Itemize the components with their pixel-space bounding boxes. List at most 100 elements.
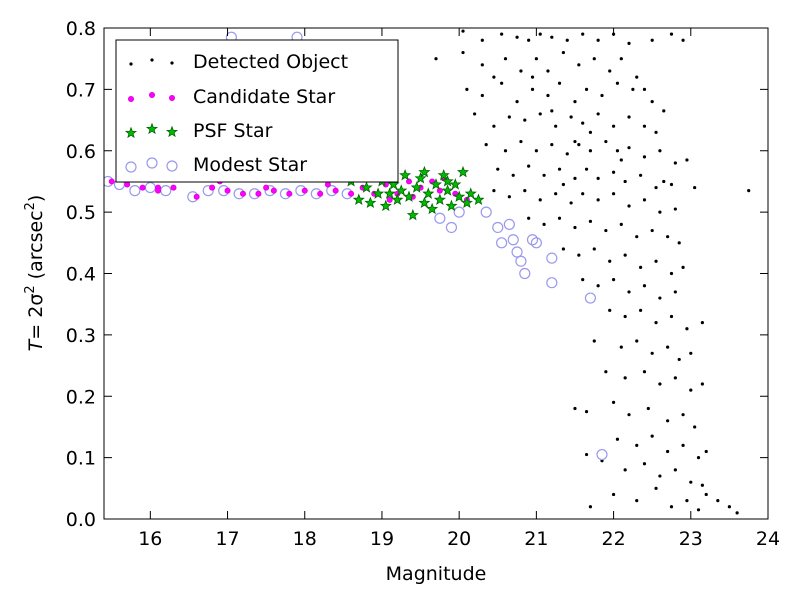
detected-object-point (658, 474, 662, 478)
candidate-star-point (332, 187, 339, 194)
detected-object-point (492, 124, 496, 128)
detected-object-point (639, 173, 643, 177)
modest-star-point (492, 221, 504, 234)
detected-object-point (627, 115, 631, 119)
detected-object-point (611, 400, 616, 404)
detected-object-point (527, 38, 531, 42)
candidate-star-point (386, 196, 393, 203)
detected-object-point (569, 201, 573, 205)
psf-star-point (414, 172, 427, 184)
detected-object-point (669, 271, 674, 276)
detected-object-point (658, 210, 662, 214)
detected-object-point (484, 143, 488, 147)
modest-star-point (507, 234, 519, 246)
psf-star-point (422, 187, 435, 199)
detected-object-point (596, 176, 600, 180)
detected-object-point (642, 87, 647, 91)
detected-object-point (480, 63, 484, 67)
modest-star-point (160, 185, 172, 197)
x-tick-label: 18 (293, 528, 317, 550)
detected-object-point (527, 216, 531, 220)
detected-object-point (611, 192, 616, 196)
x-tick-label: 21 (524, 528, 548, 550)
legend-label-candidate: Candidate Star (193, 86, 335, 108)
detected-object-point (527, 164, 531, 168)
detected-object-point (673, 468, 677, 472)
candidate-star-point (255, 190, 262, 197)
modest-star-point (519, 267, 531, 280)
detected-object-point (623, 314, 627, 319)
y-tick-label: 0.5 (66, 202, 96, 224)
detected-object-point (611, 124, 616, 128)
legend-markers (124, 58, 179, 173)
psf-star-point (441, 184, 454, 196)
detected-object-point (588, 149, 593, 153)
detected-object-point (696, 508, 701, 512)
legend-marker-modest (125, 161, 137, 173)
y-label-unit: (arcsec (25, 210, 47, 279)
detected-object-point (569, 115, 573, 119)
detected-object-point (519, 139, 523, 144)
psf-star-point (360, 181, 373, 193)
legend-marker-detected (150, 58, 154, 62)
psf-star-point (457, 165, 470, 178)
detected-object-point (627, 41, 631, 45)
x-tick-label: 22 (601, 528, 625, 550)
detected-object-point (461, 29, 465, 33)
detected-object-point (581, 121, 585, 125)
y-label-t: T (25, 338, 47, 351)
detected-object-point (492, 189, 496, 193)
y-tick-label: 0.3 (66, 325, 96, 347)
detected-object-point (615, 81, 620, 85)
detected-object-point (689, 388, 693, 392)
x-tick-label: 24 (756, 528, 780, 550)
detected-object-point (646, 406, 650, 411)
detected-object-point (681, 413, 685, 417)
detected-object-point (681, 443, 685, 447)
detected-object-point (639, 265, 643, 269)
detected-object-point (561, 50, 565, 55)
candidate-star-point (209, 184, 216, 191)
detected-object-point (669, 505, 674, 509)
detected-object-point (557, 81, 562, 85)
detected-object-point (650, 351, 654, 355)
detected-object-point (654, 130, 658, 134)
modest-star-point (453, 206, 465, 218)
detected-object-point (685, 327, 689, 331)
psf-star-point (372, 187, 385, 199)
detected-object-point (519, 69, 523, 73)
detected-object-point (689, 480, 693, 484)
legend-label-psf: PSF Star (193, 120, 273, 142)
detected-object-point (673, 207, 677, 211)
candidate-star-point (224, 187, 231, 194)
psf-star-point (429, 178, 443, 190)
modest-star-point (503, 218, 515, 230)
detected-object-point (631, 87, 635, 91)
detected-object-point (623, 253, 627, 257)
detected-object-point (650, 228, 654, 233)
modest-star-point (546, 252, 558, 264)
detected-object-point (735, 511, 739, 515)
detected-object-point (658, 149, 662, 153)
detected-object-point (650, 100, 654, 104)
detected-object-point (642, 462, 647, 466)
detected-object-point (642, 155, 647, 159)
detected-object-point (639, 308, 643, 312)
y-tick-label: 0.8 (66, 18, 96, 40)
detected-object-point (596, 38, 600, 42)
candidate-star-point (170, 184, 177, 191)
detected-object-point (611, 170, 616, 174)
candidate-star-point (263, 184, 270, 191)
detected-object-point (666, 345, 670, 349)
psf-star-point (426, 202, 439, 215)
psf-star-point (399, 168, 412, 181)
detected-object-point (700, 321, 704, 325)
candidate-star-point (301, 187, 308, 194)
psf-star-point (441, 175, 454, 187)
detected-object-point (654, 321, 658, 325)
detected-object-point (434, 57, 438, 61)
detected-object-point (642, 370, 647, 374)
psf-star-point (449, 178, 462, 190)
detected-object-point (523, 118, 527, 122)
